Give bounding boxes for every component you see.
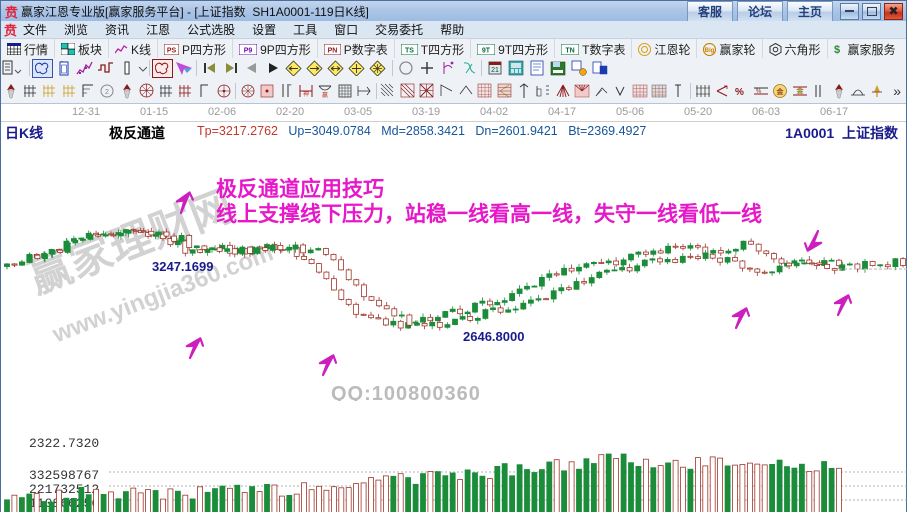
svg-text:PS: PS [167, 47, 177, 54]
svg-text:21: 21 [491, 67, 499, 74]
svg-text:TS: TS [405, 47, 414, 54]
svg-text:神: 神 [303, 90, 309, 98]
svg-text:金: 金 [776, 87, 785, 96]
svg-text:$: $ [834, 44, 840, 55]
svg-text:P9: P9 [244, 47, 253, 54]
svg-text:%: % [735, 87, 744, 98]
svg-text:金: 金 [795, 86, 804, 95]
svg-text:": " [289, 84, 292, 91]
svg-text:PN: PN [327, 47, 337, 54]
svg-text:TN: TN [565, 47, 574, 54]
svg-text:赢: 赢 [322, 91, 328, 98]
svg-text:Big: Big [705, 48, 715, 54]
svg-text:9T: 9T [482, 47, 491, 54]
svg-text:%: % [756, 89, 762, 95]
svg-text:2: 2 [106, 89, 110, 96]
